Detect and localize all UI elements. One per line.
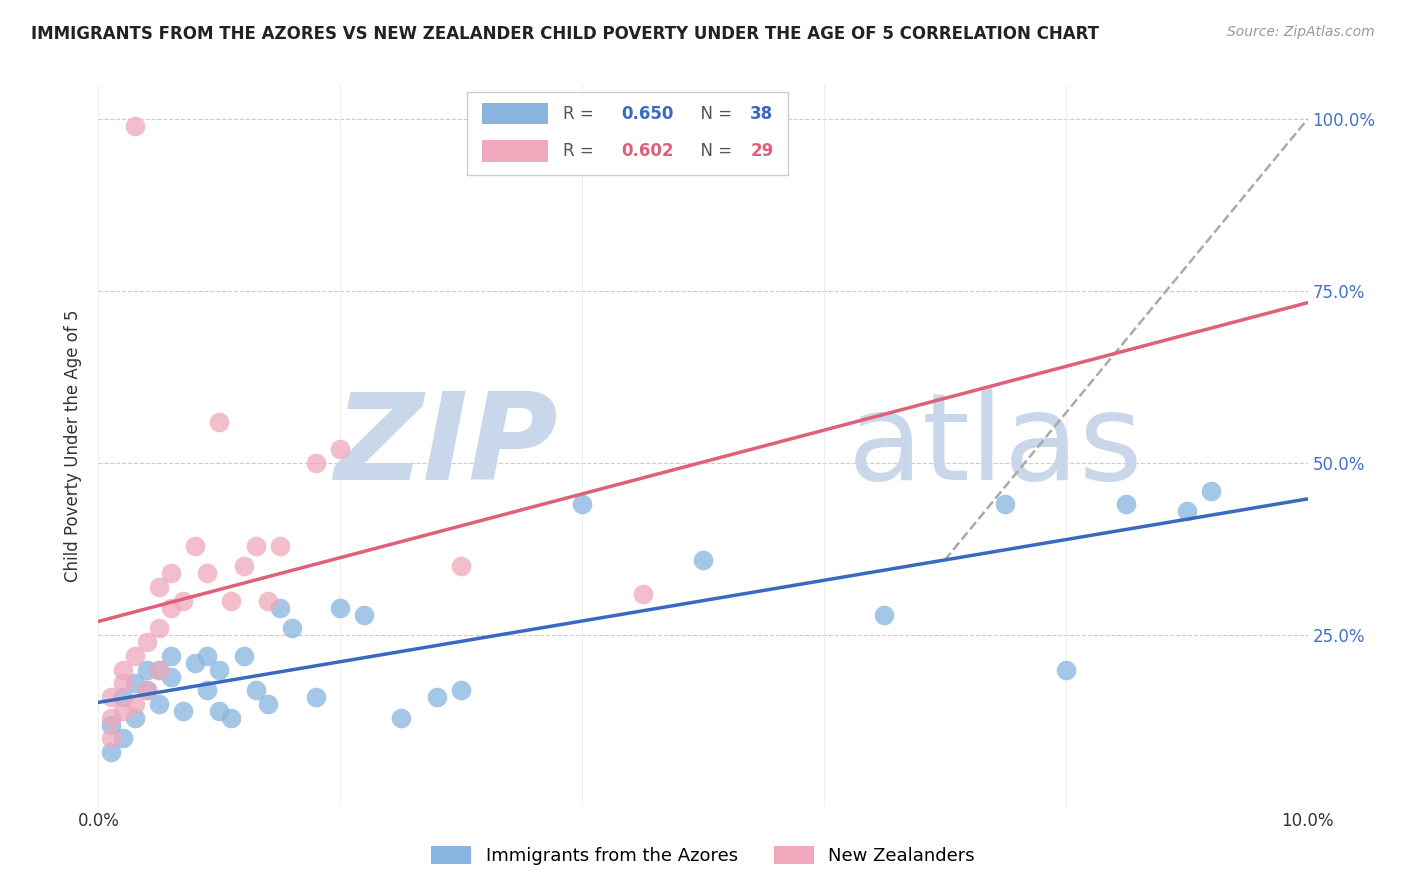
- Point: [195, 683, 218, 698]
- Bar: [467, 92, 787, 175]
- Point: [195, 648, 218, 663]
- Point: [135, 635, 157, 649]
- Point: [111, 704, 134, 718]
- Text: IMMIGRANTS FROM THE AZORES VS NEW ZEALANDER CHILD POVERTY UNDER THE AGE OF 5 COR: IMMIGRANTS FROM THE AZORES VS NEW ZEALAN…: [31, 25, 1099, 43]
- Point: [631, 587, 654, 601]
- Point: [195, 566, 218, 581]
- Point: [450, 559, 472, 574]
- Text: 38: 38: [751, 104, 773, 122]
- Point: [269, 600, 291, 615]
- Point: [100, 711, 122, 725]
- Point: [111, 690, 134, 705]
- Point: [135, 663, 157, 677]
- Point: [245, 683, 267, 698]
- Point: [124, 697, 146, 711]
- Point: [148, 663, 170, 677]
- Point: [269, 539, 291, 553]
- Point: [124, 648, 146, 663]
- Point: [692, 552, 714, 566]
- Point: [1199, 483, 1222, 498]
- Text: 0.602: 0.602: [621, 142, 673, 161]
- Point: [100, 745, 122, 759]
- Point: [184, 656, 207, 670]
- Bar: [482, 140, 548, 162]
- Point: [873, 607, 896, 622]
- Point: [148, 580, 170, 594]
- Text: R =: R =: [562, 142, 599, 161]
- Point: [1175, 504, 1198, 518]
- Text: N =: N =: [690, 142, 737, 161]
- Point: [172, 704, 194, 718]
- Point: [100, 717, 122, 731]
- Point: [256, 594, 278, 608]
- Point: [160, 600, 183, 615]
- Point: [353, 607, 375, 622]
- Text: 29: 29: [751, 142, 773, 161]
- Point: [329, 442, 352, 457]
- Point: [160, 648, 183, 663]
- Text: R =: R =: [562, 104, 599, 122]
- Bar: [482, 103, 548, 125]
- Point: [111, 731, 134, 746]
- Point: [124, 711, 146, 725]
- Text: Source: ZipAtlas.com: Source: ZipAtlas.com: [1227, 25, 1375, 39]
- Text: ZIP: ZIP: [335, 387, 558, 505]
- Point: [160, 669, 183, 683]
- Point: [135, 683, 157, 698]
- Point: [148, 697, 170, 711]
- Point: [232, 648, 254, 663]
- Point: [111, 663, 134, 677]
- Point: [450, 683, 472, 698]
- Point: [148, 663, 170, 677]
- Point: [124, 119, 146, 133]
- Point: [100, 731, 122, 746]
- Point: [135, 683, 157, 698]
- Point: [111, 676, 134, 690]
- Point: [305, 456, 328, 470]
- Point: [208, 704, 231, 718]
- Y-axis label: Child Poverty Under the Age of 5: Child Poverty Under the Age of 5: [65, 310, 83, 582]
- Point: [208, 663, 231, 677]
- Point: [256, 697, 278, 711]
- Point: [232, 559, 254, 574]
- Point: [184, 539, 207, 553]
- Point: [172, 594, 194, 608]
- Text: N =: N =: [690, 104, 737, 122]
- Point: [208, 415, 231, 429]
- Point: [281, 621, 304, 635]
- Point: [245, 539, 267, 553]
- Text: 0.650: 0.650: [621, 104, 673, 122]
- Point: [994, 498, 1017, 512]
- Point: [1054, 663, 1077, 677]
- Point: [571, 498, 593, 512]
- Point: [426, 690, 449, 705]
- Point: [1115, 498, 1137, 512]
- Point: [329, 600, 352, 615]
- Point: [148, 621, 170, 635]
- Point: [305, 690, 328, 705]
- Point: [124, 676, 146, 690]
- Point: [160, 566, 183, 581]
- Point: [100, 690, 122, 705]
- Point: [389, 711, 412, 725]
- Text: atlas: atlas: [848, 387, 1143, 505]
- Point: [221, 711, 243, 725]
- Point: [221, 594, 243, 608]
- Legend: Immigrants from the Azores, New Zealanders: Immigrants from the Azores, New Zealande…: [425, 839, 981, 872]
